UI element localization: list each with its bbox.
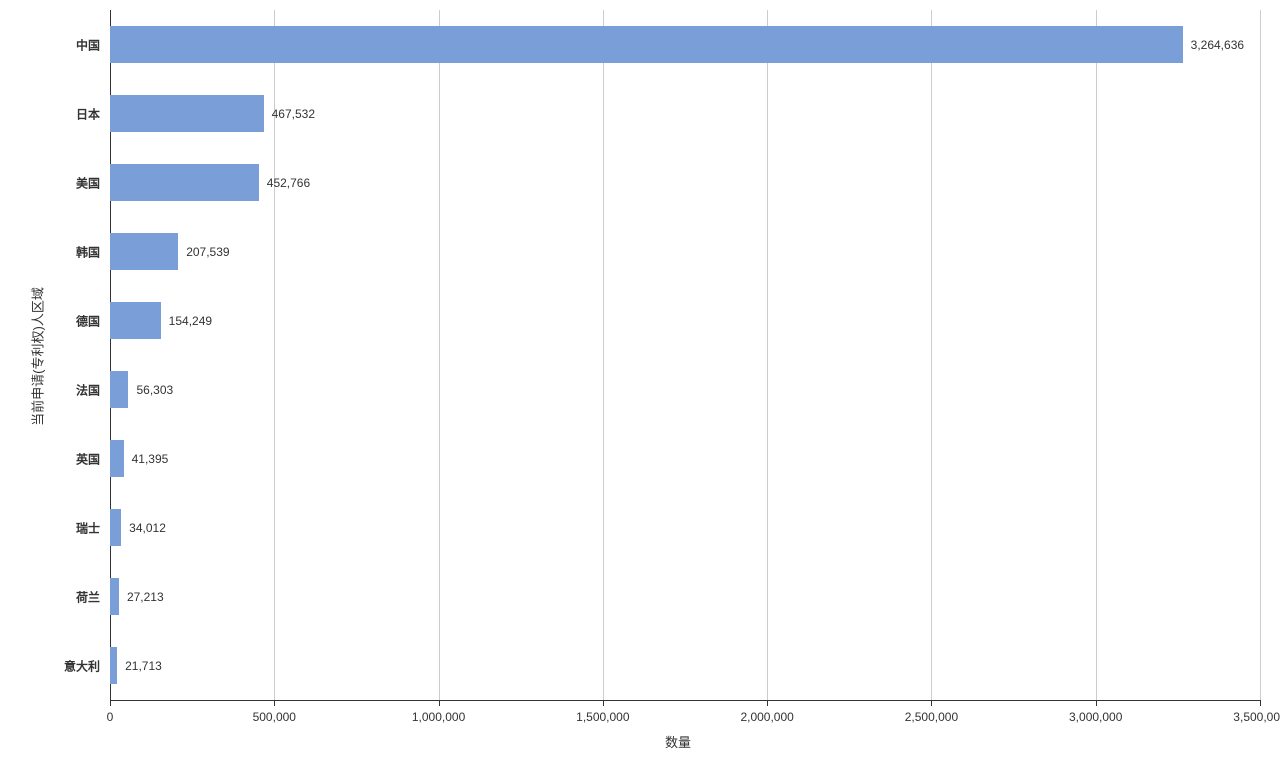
bar[interactable] [110, 440, 124, 478]
bar-value-label: 41,395 [132, 452, 169, 466]
x-tick-label: 0 [107, 710, 114, 724]
x-axis-line [110, 700, 1260, 701]
x-gridline [439, 10, 440, 700]
x-tick-label: 2,000,000 [740, 710, 793, 724]
bar[interactable] [110, 509, 121, 547]
bar[interactable] [110, 647, 117, 685]
bar-value-label: 452,766 [267, 176, 310, 190]
bar-value-label: 207,539 [186, 245, 229, 259]
bar[interactable] [110, 95, 264, 133]
y-tick-label: 瑞士 [76, 519, 100, 536]
x-tick-mark [1260, 700, 1261, 706]
y-tick-label: 法国 [76, 381, 100, 398]
x-tick-mark [931, 700, 932, 706]
x-tick-mark [439, 700, 440, 706]
x-tick-mark [603, 700, 604, 706]
plot-area: 3,264,636 467,532 452,766 207,539 154,249 56,… [110, 10, 1260, 700]
chart-container: 当前申请(专利权)人区域 3,264,636 467,532 452,766 207,… [0, 0, 1280, 763]
bar-value-label: 56,303 [136, 383, 173, 397]
x-tick-mark [767, 700, 768, 706]
x-gridline [1096, 10, 1097, 700]
y-axis-title: 当前申请(专利权)人区域 [28, 282, 47, 432]
x-axis-title: 数量 [665, 732, 691, 751]
y-tick-label: 美国 [76, 174, 100, 191]
x-tick-label: 500,000 [253, 710, 296, 724]
x-tick-mark [110, 700, 111, 706]
bar-value-label: 21,713 [125, 659, 162, 673]
x-gridline [603, 10, 604, 700]
y-tick-label: 日本 [76, 105, 100, 122]
bar-value-label: 34,012 [129, 521, 166, 535]
bar-value-label: 27,213 [127, 590, 164, 604]
y-tick-label: 荷兰 [76, 588, 100, 605]
x-gridline [767, 10, 768, 700]
x-tick-mark [274, 700, 275, 706]
bar[interactable] [110, 164, 259, 202]
bar-value-label: 154,249 [169, 314, 212, 328]
x-tick-label: 1,500,000 [576, 710, 629, 724]
bar[interactable] [110, 302, 161, 340]
x-tick-label: 2,500,000 [905, 710, 958, 724]
bar[interactable] [110, 26, 1183, 64]
x-tick-label: 3,000,000 [1069, 710, 1122, 724]
y-tick-label: 韩国 [76, 243, 100, 260]
bar[interactable] [110, 371, 128, 409]
x-gridline [1260, 10, 1261, 700]
y-tick-label: 意大利 [64, 657, 100, 674]
bar[interactable] [110, 578, 119, 616]
x-gridline [931, 10, 932, 700]
x-tick-label: 1,000,000 [412, 710, 465, 724]
x-tick-label: 3,500,000 [1233, 710, 1280, 724]
bar[interactable] [110, 233, 178, 271]
bar-value-label: 467,532 [272, 107, 315, 121]
y-tick-label: 中国 [76, 36, 100, 53]
y-tick-label: 英国 [76, 450, 100, 467]
y-tick-label: 德国 [76, 312, 100, 329]
bar-value-label: 3,264,636 [1191, 38, 1244, 52]
x-tick-mark [1096, 700, 1097, 706]
